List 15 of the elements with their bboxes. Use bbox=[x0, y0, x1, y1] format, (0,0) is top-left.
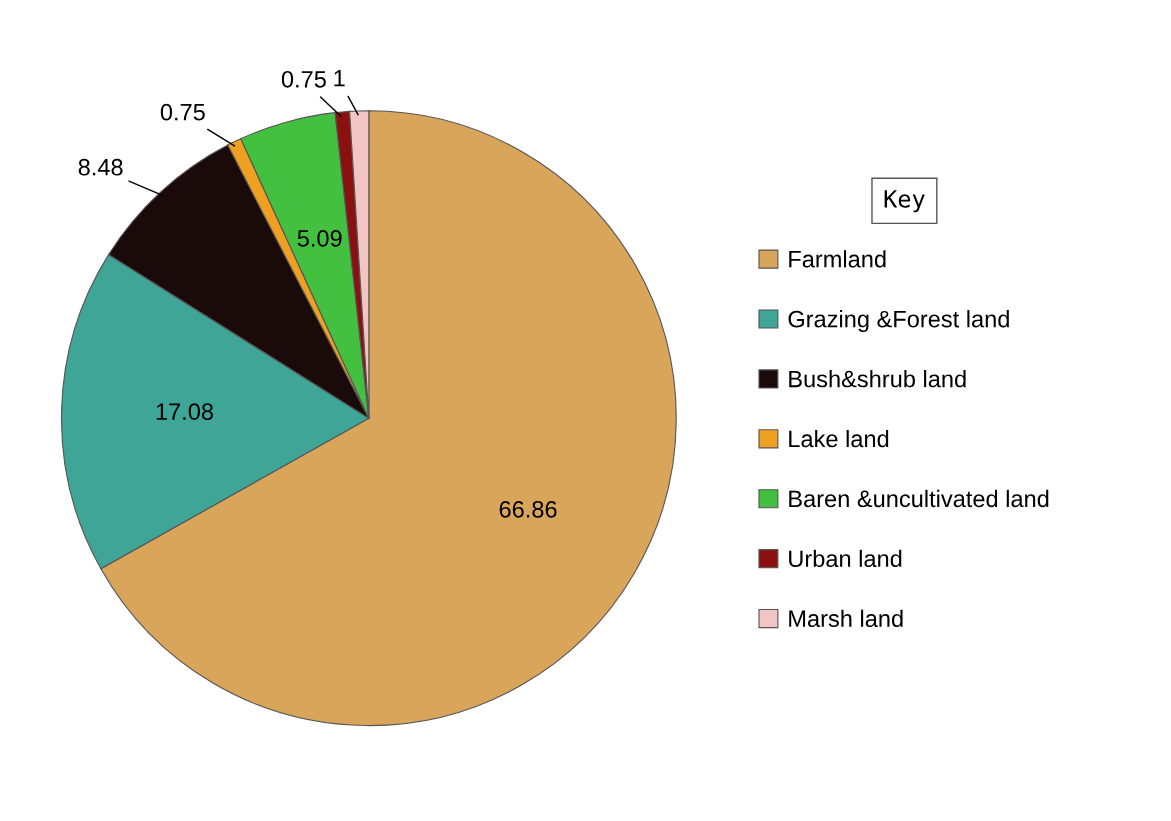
data-label: 8.48 bbox=[78, 158, 123, 176]
legend-label: Farmland bbox=[789, 250, 886, 268]
data-label: 1 bbox=[334, 70, 345, 87]
data-label: 5.09 bbox=[297, 230, 342, 247]
legend-label: Grazing &Forest land bbox=[788, 310, 1009, 333]
legend-title: Key bbox=[884, 190, 925, 213]
legend-label: Urban land bbox=[789, 549, 902, 568]
legend-label: Bush&shrub land bbox=[789, 370, 966, 388]
data-label: 66.86 bbox=[499, 500, 557, 518]
data-label: 0.75 bbox=[160, 103, 205, 121]
legend-label: Marsh land bbox=[789, 609, 903, 628]
legend-label: Baren &uncultivated land bbox=[789, 489, 1049, 508]
legend-label: Lake land bbox=[789, 429, 889, 448]
data-label: 0.75 bbox=[281, 70, 326, 88]
data-label: 17.08 bbox=[156, 403, 214, 420]
